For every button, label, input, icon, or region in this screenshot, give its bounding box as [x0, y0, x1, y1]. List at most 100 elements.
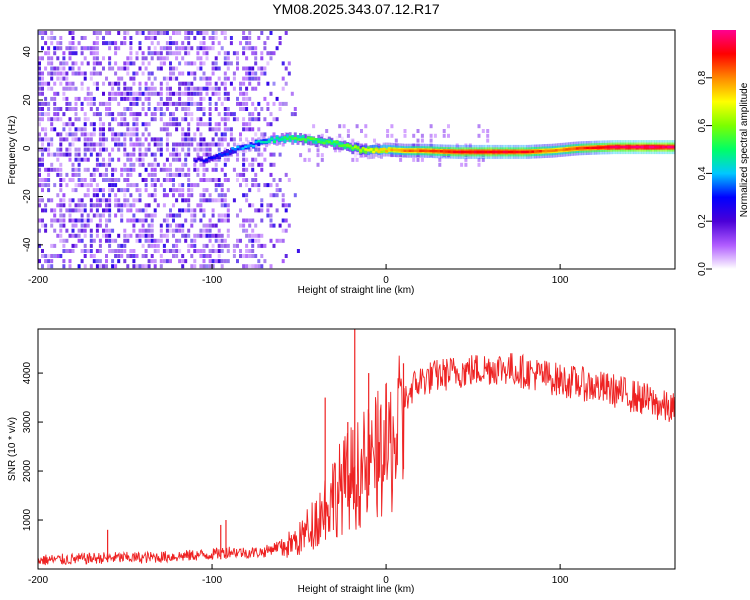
- heat-cell: [126, 56, 130, 61]
- heat-cell: [169, 152, 172, 157]
- ridge-cell: [536, 150, 540, 153]
- heat-cell: [187, 193, 191, 198]
- figure-title: YM08.2025.343.07.12.R17: [272, 1, 440, 17]
- heat-cell: [138, 172, 142, 177]
- ridge-cell: [562, 148, 566, 151]
- heat-cell: [165, 51, 169, 56]
- heat-cell: [92, 66, 96, 71]
- heat-cell: [165, 101, 169, 106]
- heat-cell: [214, 132, 218, 137]
- heat-cell: [390, 124, 394, 129]
- heat-cell: [153, 157, 157, 162]
- heat-cell: [269, 183, 273, 188]
- heat-cell: [138, 162, 142, 167]
- heat-cell: [132, 61, 136, 66]
- y-tick-label: 0: [22, 145, 33, 151]
- ridge-cell: [286, 134, 289, 140]
- heat-cell: [147, 101, 151, 106]
- heat-cell: [114, 183, 118, 188]
- heat-cell: [159, 259, 163, 264]
- heat-cell: [142, 26, 145, 30]
- heat-cell: [138, 137, 142, 142]
- heat-cell: [120, 167, 124, 172]
- heat-cell: [129, 132, 133, 137]
- heat-cell: [132, 142, 136, 147]
- heat-cell: [184, 157, 188, 162]
- heat-cell: [138, 96, 142, 101]
- heat-cell: [95, 36, 99, 40]
- heat-cell: [92, 101, 96, 106]
- heat-cell: [159, 61, 163, 66]
- heat-cell: [126, 188, 130, 193]
- heat-cell: [184, 172, 188, 177]
- heat-cell: [447, 133, 450, 138]
- heat-cell: [71, 61, 75, 66]
- heat-cell: [132, 76, 136, 81]
- heat-cell: [162, 203, 166, 208]
- heat-cell: [429, 138, 433, 143]
- heat-cell: [346, 133, 350, 138]
- spectrogram-ridge: [194, 132, 675, 164]
- ridge-cell: [252, 145, 256, 148]
- heat-cell: [275, 117, 279, 122]
- ridge-cell: [437, 150, 441, 153]
- ridge-cell: [625, 145, 629, 149]
- heat-cell: [260, 31, 264, 35]
- ridge-cell: [317, 140, 321, 144]
- heat-cell: [226, 66, 230, 71]
- heat-cell: [102, 142, 105, 147]
- heat-cell: [220, 46, 224, 51]
- heat-cell: [187, 51, 191, 56]
- heat-cell: [77, 162, 81, 167]
- heat-cell: [38, 162, 41, 167]
- heat-cell: [74, 152, 78, 157]
- heat-cell: [74, 203, 78, 208]
- heat-cell: [205, 178, 209, 182]
- heat-cell: [269, 223, 273, 228]
- heat-cell: [208, 127, 212, 132]
- ridge-cell: [622, 145, 626, 149]
- heat-cell: [141, 152, 145, 157]
- ridge-cell: [366, 149, 370, 152]
- heat-cell: [202, 259, 206, 264]
- heat-cell: [263, 46, 267, 51]
- heat-cell: [150, 137, 154, 142]
- heat-cell: [129, 112, 133, 117]
- heat-cell: [184, 107, 188, 111]
- heat-cell: [50, 152, 54, 157]
- heat-cell: [139, 26, 142, 30]
- heat-cell: [153, 193, 157, 198]
- heat-cell: [80, 198, 84, 203]
- heat-cell: [169, 51, 172, 56]
- ridge-cell: [246, 144, 250, 148]
- heat-cell: [65, 122, 69, 127]
- heat-cell: [211, 142, 215, 147]
- heat-cell: [50, 198, 54, 203]
- heat-cell: [242, 66, 246, 71]
- heat-cell: [144, 96, 148, 101]
- heat-cell: [47, 86, 51, 91]
- heat-cell: [41, 86, 44, 91]
- heat-cell: [181, 254, 185, 258]
- heat-cell: [226, 56, 230, 61]
- heat-cell: [236, 178, 239, 182]
- heat-cell: [74, 147, 78, 152]
- heat-cell: [214, 81, 218, 86]
- heat-cell: [242, 167, 246, 172]
- heat-cell: [214, 101, 218, 106]
- heat-cell: [254, 238, 258, 243]
- heat-cell: [172, 112, 175, 117]
- heat-cell: [147, 142, 151, 147]
- spectrogram-y-label: Frequency (Hz): [7, 116, 18, 185]
- heat-cell: [257, 183, 261, 188]
- heat-cell: [89, 218, 93, 223]
- heat-cell: [80, 259, 84, 264]
- heat-cell: [156, 203, 160, 208]
- heat-cell: [114, 41, 118, 46]
- heat-cell: [120, 76, 124, 81]
- heat-cell: [214, 183, 218, 188]
- heat-cell: [205, 56, 209, 61]
- ridge-cell: [343, 144, 347, 150]
- heat-cell: [105, 203, 108, 208]
